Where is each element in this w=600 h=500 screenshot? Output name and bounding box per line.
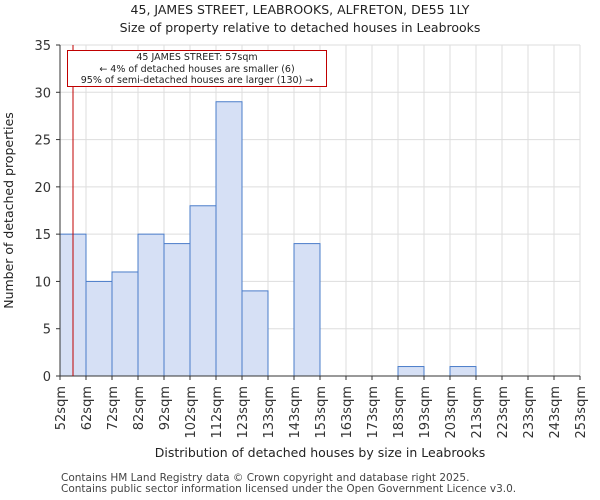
x-tick-label: 153sqm <box>314 386 329 439</box>
footer-licence-line: Contains public sector information licen… <box>61 483 517 495</box>
x-tick-label: 82sqm <box>132 386 147 430</box>
x-tick-label: 102sqm <box>184 386 199 439</box>
x-tick-label: 143sqm <box>288 386 303 439</box>
y-tick-label: 35 <box>34 39 51 54</box>
histogram-bar <box>241 290 269 377</box>
x-tick-label: 183sqm <box>392 386 407 439</box>
histogram-bar <box>293 243 321 377</box>
x-tick-label: 133sqm <box>262 386 277 439</box>
x-tick-label: 173sqm <box>366 386 381 439</box>
y-tick-label: 30 <box>34 86 51 101</box>
x-tick-label: 233sqm <box>522 386 537 439</box>
footer-copyright-line: Contains HM Land Registry data © Crown c… <box>61 472 470 484</box>
y-tick-label: 5 <box>43 323 51 338</box>
y-tick-label: 0 <box>43 370 51 385</box>
histogram-bar <box>215 101 243 377</box>
x-axis-label: Distribution of detached houses by size … <box>155 445 486 460</box>
x-tick-label: 62sqm <box>80 386 95 430</box>
x-tick-label: 112sqm <box>210 386 225 439</box>
histogram-bar <box>189 205 217 377</box>
x-tick-label: 193sqm <box>418 386 433 439</box>
x-tick-label: 92sqm <box>158 386 173 430</box>
y-tick-label: 15 <box>34 228 51 243</box>
histogram-bar <box>163 243 191 377</box>
x-tick-label: 123sqm <box>236 386 251 439</box>
x-tick-label: 243sqm <box>548 386 563 439</box>
y-axis-label: Number of detached properties <box>1 112 16 309</box>
property-annotation-box: 45 JAMES STREET: 57sqm ← 4% of detached … <box>67 50 327 87</box>
x-tick-label: 253sqm <box>574 386 589 439</box>
x-tick-label: 163sqm <box>340 386 355 439</box>
histogram-bar <box>449 366 477 377</box>
chart-title: 45, JAMES STREET, LEABROOKS, ALFRETON, D… <box>130 2 470 17</box>
histogram-bar <box>111 271 139 377</box>
annotation-line-3: 95% of semi-detached houses are larger (… <box>80 75 314 86</box>
annotation-line-2: ← 4% of detached houses are smaller (6) <box>99 63 295 75</box>
x-tick-label: 213sqm <box>470 386 485 439</box>
histogram-bar <box>137 233 165 377</box>
annotation-line-1: 45 JAMES STREET: 57sqm <box>136 52 258 63</box>
x-tick-label: 52sqm <box>54 386 69 430</box>
y-tick-label: 10 <box>34 275 51 290</box>
x-tick-label: 203sqm <box>444 386 459 439</box>
x-tick-label: 223sqm <box>496 386 511 439</box>
x-tick-label: 72sqm <box>106 386 121 430</box>
histogram-bar <box>397 366 425 377</box>
chart-subtitle: Size of property relative to detached ho… <box>119 20 481 35</box>
y-tick-label: 20 <box>34 181 51 196</box>
y-tick-label: 25 <box>34 134 51 149</box>
histogram-bar <box>85 280 113 377</box>
